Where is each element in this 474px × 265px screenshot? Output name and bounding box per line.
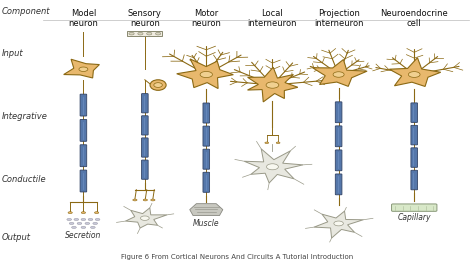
Ellipse shape xyxy=(93,222,98,224)
Ellipse shape xyxy=(334,221,343,226)
Ellipse shape xyxy=(266,82,279,88)
FancyBboxPatch shape xyxy=(335,174,342,195)
Ellipse shape xyxy=(77,222,82,224)
Text: Projection
interneuron: Projection interneuron xyxy=(314,8,364,28)
Polygon shape xyxy=(190,204,223,215)
Text: Model
neuron: Model neuron xyxy=(68,8,98,28)
Ellipse shape xyxy=(276,142,280,144)
Ellipse shape xyxy=(74,218,79,220)
Text: Secretion: Secretion xyxy=(65,231,101,240)
Ellipse shape xyxy=(79,67,88,72)
Ellipse shape xyxy=(200,72,212,78)
FancyBboxPatch shape xyxy=(335,150,342,171)
FancyBboxPatch shape xyxy=(411,148,418,167)
Polygon shape xyxy=(126,208,167,228)
Polygon shape xyxy=(177,59,233,89)
FancyBboxPatch shape xyxy=(335,102,342,123)
Ellipse shape xyxy=(155,32,161,35)
FancyBboxPatch shape xyxy=(142,138,148,157)
Text: Muscle: Muscle xyxy=(193,219,219,228)
FancyBboxPatch shape xyxy=(392,204,437,211)
Ellipse shape xyxy=(68,212,73,214)
Text: Integrative: Integrative xyxy=(1,112,47,121)
Polygon shape xyxy=(244,149,303,183)
Polygon shape xyxy=(247,67,298,102)
FancyBboxPatch shape xyxy=(203,149,210,169)
FancyBboxPatch shape xyxy=(80,94,87,116)
Text: Neuroendocrine
cell: Neuroendocrine cell xyxy=(380,8,448,28)
Ellipse shape xyxy=(265,142,269,144)
Text: Local
interneuron: Local interneuron xyxy=(248,8,297,28)
Ellipse shape xyxy=(266,164,278,170)
Text: Input: Input xyxy=(1,49,23,58)
FancyBboxPatch shape xyxy=(411,170,418,190)
Ellipse shape xyxy=(72,226,76,228)
FancyBboxPatch shape xyxy=(203,172,210,192)
Ellipse shape xyxy=(133,199,137,201)
Ellipse shape xyxy=(138,32,143,35)
Ellipse shape xyxy=(154,83,162,87)
FancyBboxPatch shape xyxy=(411,125,418,145)
Ellipse shape xyxy=(67,218,72,220)
Ellipse shape xyxy=(81,212,85,214)
FancyBboxPatch shape xyxy=(142,116,148,135)
Text: Component: Component xyxy=(1,7,50,16)
Ellipse shape xyxy=(129,32,134,35)
Ellipse shape xyxy=(151,199,155,201)
FancyBboxPatch shape xyxy=(142,94,148,113)
Ellipse shape xyxy=(333,72,344,77)
Text: Output: Output xyxy=(1,233,31,242)
Text: Motor
neuron: Motor neuron xyxy=(191,8,221,28)
Ellipse shape xyxy=(91,226,95,228)
Ellipse shape xyxy=(85,222,90,224)
FancyBboxPatch shape xyxy=(203,103,210,123)
FancyBboxPatch shape xyxy=(411,103,418,122)
FancyBboxPatch shape xyxy=(335,126,342,147)
Text: Figure 6 From Cortical Neurons And Circuits A Tutorial Introduction: Figure 6 From Cortical Neurons And Circu… xyxy=(121,254,353,260)
Polygon shape xyxy=(64,59,100,78)
Ellipse shape xyxy=(81,218,86,220)
Polygon shape xyxy=(389,58,441,86)
Ellipse shape xyxy=(94,212,99,214)
FancyBboxPatch shape xyxy=(80,120,87,141)
Ellipse shape xyxy=(95,218,100,220)
Ellipse shape xyxy=(81,226,86,228)
Ellipse shape xyxy=(140,216,149,220)
Text: Capillary: Capillary xyxy=(398,213,431,222)
FancyBboxPatch shape xyxy=(80,170,87,192)
Polygon shape xyxy=(314,211,363,238)
Text: Conductile: Conductile xyxy=(1,175,46,184)
Text: Sensory
neuron: Sensory neuron xyxy=(128,8,162,28)
Ellipse shape xyxy=(143,199,147,201)
Ellipse shape xyxy=(69,222,74,224)
Ellipse shape xyxy=(409,72,420,77)
Ellipse shape xyxy=(150,80,166,90)
Ellipse shape xyxy=(146,32,152,35)
FancyBboxPatch shape xyxy=(80,145,87,167)
Bar xyxy=(128,31,162,36)
Polygon shape xyxy=(312,60,367,86)
FancyBboxPatch shape xyxy=(203,126,210,146)
FancyBboxPatch shape xyxy=(142,160,148,179)
Ellipse shape xyxy=(88,218,93,220)
